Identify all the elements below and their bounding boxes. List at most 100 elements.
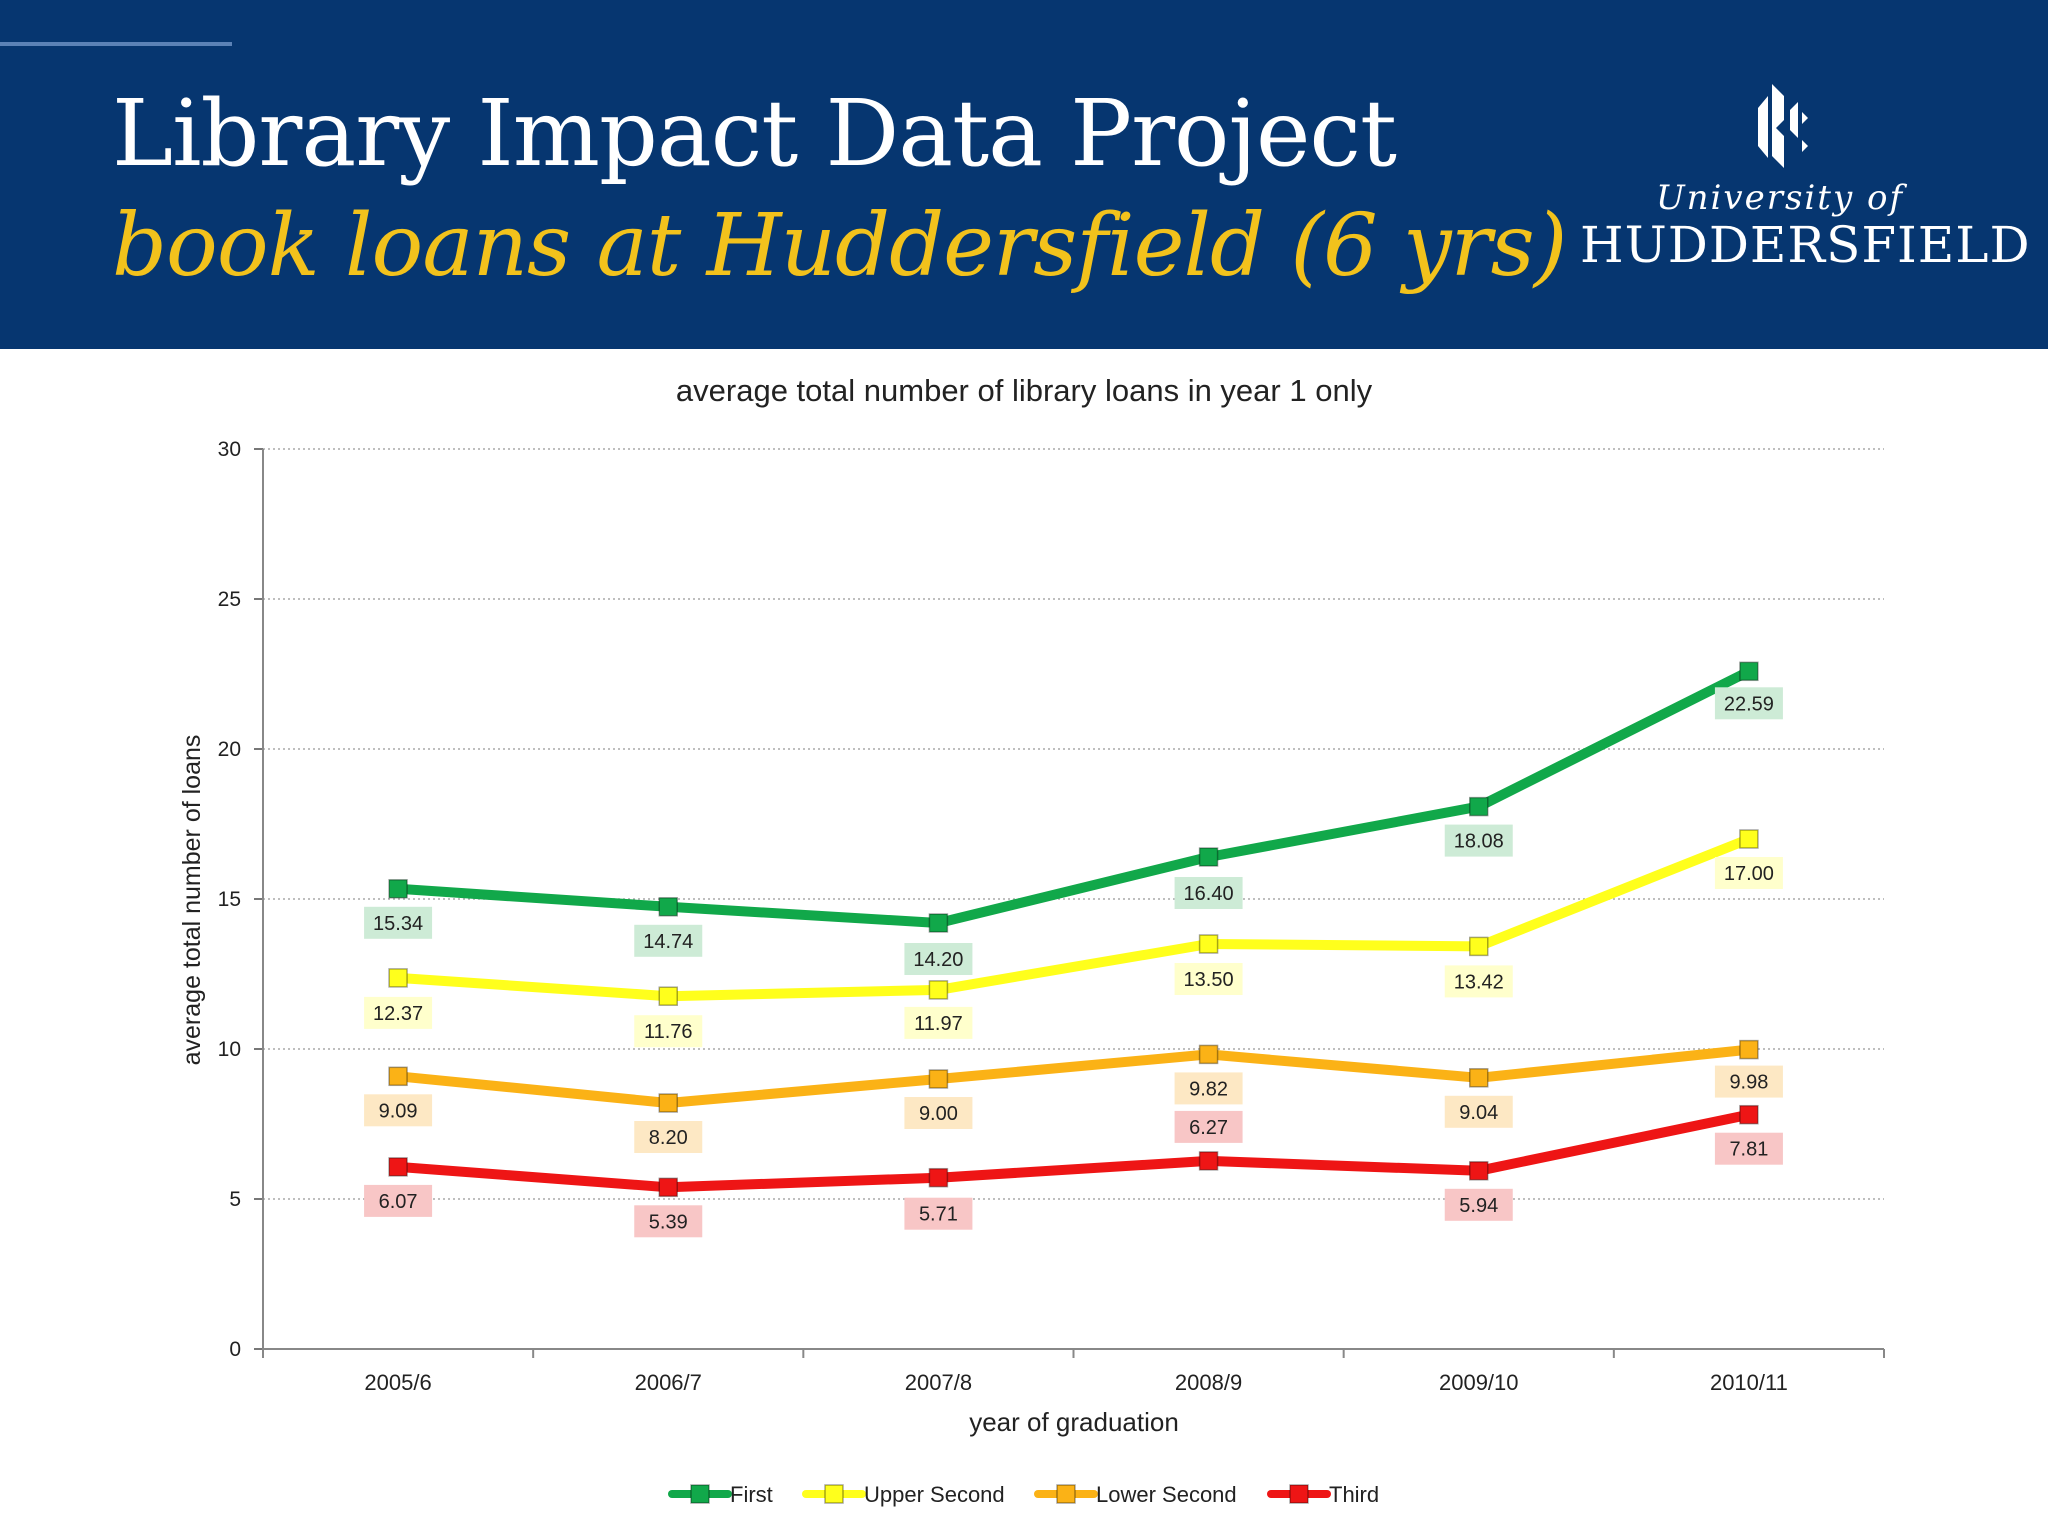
data-label-bg bbox=[1174, 1072, 1243, 1105]
series-line-lower-second bbox=[393, 1044, 1754, 1108]
data-label: 6.07 bbox=[379, 1191, 418, 1213]
data-point bbox=[1469, 936, 1489, 957]
data-label-bg bbox=[364, 1184, 433, 1217]
data-point bbox=[1739, 1039, 1759, 1060]
data-point bbox=[1739, 661, 1759, 682]
data-label: 9.98 bbox=[1729, 1072, 1768, 1094]
data-label: 9.00 bbox=[919, 1103, 958, 1125]
data-label-bg bbox=[1444, 1188, 1513, 1221]
data-label-bg bbox=[904, 943, 973, 975]
y-tick-label: 5 bbox=[229, 1188, 241, 1211]
x-tick-label: 2010/11 bbox=[1710, 1370, 1788, 1395]
logo-text-university: University of bbox=[1655, 178, 1905, 218]
data-label: 13.42 bbox=[1454, 971, 1504, 993]
data-label: 5.39 bbox=[649, 1211, 688, 1233]
data-label-bg bbox=[364, 906, 433, 939]
header-rule bbox=[0, 42, 232, 46]
data-point bbox=[388, 879, 408, 899]
data-label: 5.71 bbox=[919, 1204, 958, 1226]
data-point bbox=[1739, 1104, 1759, 1125]
data-label: 6.27 bbox=[1189, 1117, 1228, 1139]
data-point bbox=[928, 913, 949, 933]
y-tick-label: 10 bbox=[218, 1038, 241, 1061]
data-label: 14.74 bbox=[643, 931, 693, 953]
series-line-first bbox=[393, 666, 1754, 928]
data-point bbox=[388, 1066, 408, 1087]
header-banner: Library Impact Data Project book loans a… bbox=[0, 0, 2048, 349]
data-label-bg bbox=[1714, 687, 1783, 720]
data-label-bg bbox=[634, 1015, 703, 1048]
data-label: 5.94 bbox=[1459, 1195, 1498, 1217]
legend-label: Lower Second bbox=[1096, 1482, 1237, 1507]
data-label: 11.97 bbox=[914, 1013, 963, 1035]
data-point bbox=[1469, 1068, 1489, 1088]
data-label-bg bbox=[634, 924, 703, 957]
data-label: 12.37 bbox=[373, 1003, 423, 1025]
data-label-bg bbox=[1714, 857, 1783, 889]
y-tick-label: 25 bbox=[218, 588, 241, 611]
data-label: 9.04 bbox=[1459, 1102, 1498, 1124]
data-point bbox=[928, 1069, 949, 1089]
data-label-bg bbox=[1174, 1110, 1243, 1143]
series-line-upper-second bbox=[393, 834, 1754, 1002]
data-label: 9.82 bbox=[1189, 1078, 1228, 1100]
data-point bbox=[928, 1167, 949, 1188]
y-axis-title: average total number of loans bbox=[178, 735, 206, 1066]
data-point bbox=[1198, 1151, 1219, 1171]
data-point bbox=[658, 1093, 678, 1113]
data-point bbox=[928, 980, 949, 1000]
data-label-bg bbox=[1714, 1065, 1783, 1098]
x-tick-label: 2006/7 bbox=[635, 1370, 702, 1395]
legend-label: Third bbox=[1329, 1482, 1379, 1507]
legend-label: Upper Second bbox=[864, 1482, 1005, 1507]
data-label: 8.20 bbox=[649, 1127, 688, 1149]
data-label-bg bbox=[904, 1197, 973, 1230]
x-tick-label: 2009/10 bbox=[1439, 1370, 1519, 1395]
data-label-bg bbox=[634, 1121, 703, 1153]
legend-marker bbox=[690, 1484, 710, 1504]
data-point bbox=[658, 897, 678, 917]
data-label-bg bbox=[1174, 963, 1243, 995]
data-point bbox=[1469, 1161, 1489, 1181]
data-label-bg bbox=[364, 1094, 433, 1127]
data-label: 16.40 bbox=[1184, 883, 1234, 905]
legend-marker bbox=[1056, 1484, 1076, 1504]
data-label-bg bbox=[1444, 1095, 1513, 1128]
legend-marker bbox=[1289, 1484, 1309, 1504]
y-tick-label: 0 bbox=[229, 1338, 241, 1361]
data-point bbox=[1469, 796, 1489, 817]
page-subtitle: book loans at Huddersfield (6 yrs) bbox=[112, 196, 1567, 296]
series-line-third bbox=[393, 1109, 1754, 1193]
data-label-bg bbox=[634, 1205, 703, 1238]
data-label: 18.08 bbox=[1454, 831, 1504, 853]
x-tick-label: 2007/8 bbox=[905, 1370, 972, 1395]
data-point bbox=[1198, 847, 1219, 867]
x-tick-label: 2008/9 bbox=[1175, 1370, 1242, 1395]
data-point bbox=[1198, 934, 1219, 954]
data-label: 7.81 bbox=[1729, 1139, 1768, 1161]
legend-marker bbox=[824, 1484, 844, 1504]
data-label: 13.50 bbox=[1184, 969, 1234, 991]
y-tick-label: 15 bbox=[218, 888, 241, 911]
page-title: Library Impact Data Project bbox=[112, 80, 1397, 187]
chart-title: average total number of library loans in… bbox=[675, 373, 1373, 408]
data-point bbox=[1739, 829, 1759, 849]
x-axis-title: year of graduation bbox=[969, 1407, 1179, 1437]
data-label-bg bbox=[1174, 877, 1243, 909]
data-label: 17.00 bbox=[1724, 863, 1774, 885]
data-label-bg bbox=[904, 1097, 973, 1129]
y-tick-label: 30 bbox=[218, 438, 241, 461]
data-point bbox=[388, 1157, 408, 1177]
data-point bbox=[388, 968, 408, 988]
x-tick-label: 2005/6 bbox=[364, 1370, 431, 1395]
data-label-bg bbox=[364, 996, 433, 1029]
y-tick-label: 20 bbox=[218, 738, 241, 761]
data-label-bg bbox=[1444, 824, 1513, 857]
data-point bbox=[658, 986, 678, 1006]
data-label: 22.59 bbox=[1724, 693, 1774, 715]
data-label-bg bbox=[904, 1006, 973, 1039]
logo-text-huddersfield: HUDDERSFIELD bbox=[1580, 216, 2031, 274]
data-point bbox=[1198, 1044, 1219, 1065]
data-label-bg bbox=[1714, 1132, 1783, 1165]
